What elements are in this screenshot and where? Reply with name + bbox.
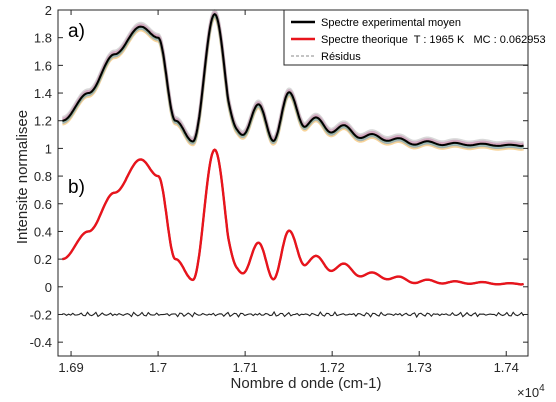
legend-label-residus: Résidus	[321, 51, 361, 63]
x-axis-multiplier-base: ×10	[517, 385, 539, 400]
experimental-spread-line	[62, 8, 524, 145]
y-tick-label: 0.6	[34, 197, 52, 212]
y-tick-label: 1.8	[34, 31, 52, 46]
y-tick-label: 1.4	[34, 86, 52, 101]
legend-box	[283, 9, 529, 66]
x-tick-label: 1.69	[58, 360, 83, 375]
legend-label-experimental: Spectre experimental moyen	[321, 17, 461, 29]
y-tick-label: 1.2	[34, 114, 52, 129]
x-tick-label: 1.72	[320, 360, 345, 375]
experimental-spread-line	[62, 13, 524, 150]
y-tick-label: 2	[45, 3, 52, 18]
x-axis-multiplier-exp: 4	[539, 383, 545, 394]
panel-label-a: a)	[68, 21, 85, 42]
x-axis-multiplier: ×104	[517, 383, 545, 400]
y-tick-label: 0.8	[34, 169, 52, 184]
y-tick-label: -0.4	[30, 335, 52, 350]
y-tick-label: 0.2	[34, 252, 52, 267]
y-tick-label: 1.6	[34, 58, 52, 73]
y-tick-label: 1	[45, 141, 52, 156]
x-tick-label: 1.71	[232, 360, 257, 375]
series-layer	[62, 8, 525, 319]
series-line-experimental-a	[62, 13, 524, 148]
x-tick-label: 1.73	[407, 360, 432, 375]
x-tick-label: 1.74	[494, 360, 519, 375]
x-tick-label: 1.7	[149, 360, 167, 375]
panel-label-b: b)	[68, 177, 85, 198]
y-tick-label: -0.2	[30, 307, 52, 322]
x-axis-label: Nombre d onde (cm-1)	[231, 375, 382, 392]
experimental-spread-line	[62, 15, 524, 151]
legend-label-theorique: Spectre theorique T : 1965 K MC : 0.0629…	[321, 34, 546, 46]
y-axis-label: Intensite normalisee	[14, 110, 31, 244]
series-line-residus	[62, 310, 525, 319]
y-tick-label: 0.4	[34, 224, 52, 239]
y-tick-label: 0	[45, 280, 52, 295]
legend: Spectre experimental moyen Spectre theor…	[283, 9, 546, 66]
tick-layer: -0.4 -0.2 0 0.2 0.4 0.6 0.8 1 1.2 1.4 1.6 1.8 2 1.69 1…	[30, 3, 528, 375]
series-line-theorique	[62, 148, 524, 286]
